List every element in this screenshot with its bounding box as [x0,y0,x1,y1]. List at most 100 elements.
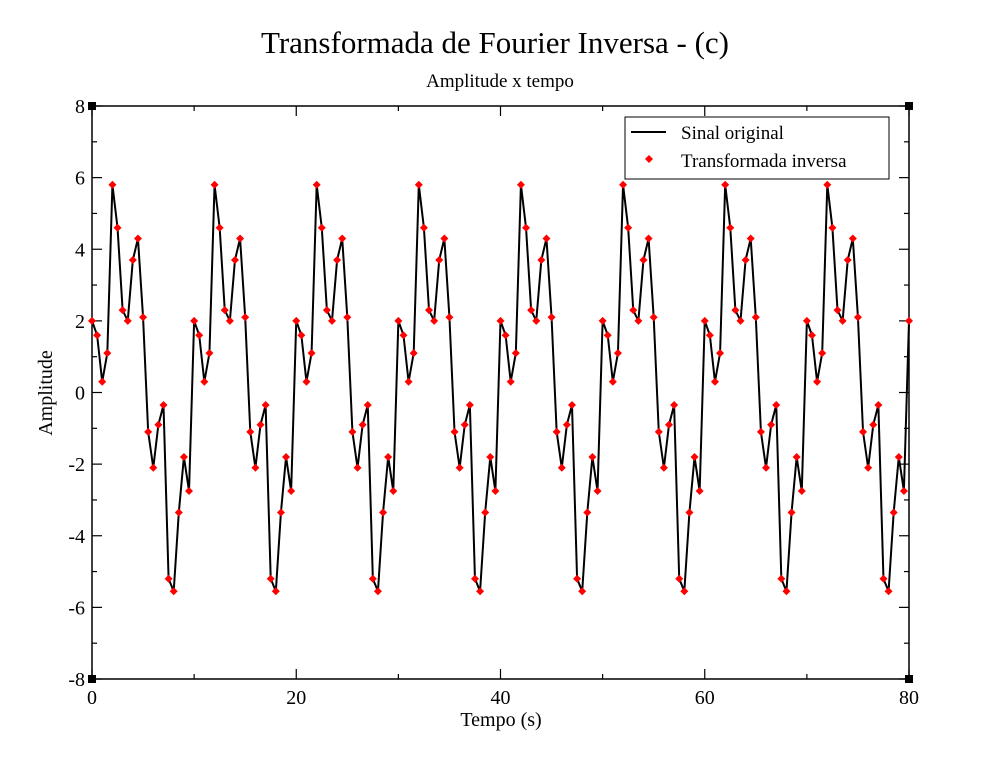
data-point-marker [185,486,194,495]
data-point-marker [690,452,699,461]
data-point-marker [782,587,791,596]
data-point-marker [567,401,576,410]
data-point-marker [777,574,786,583]
data-point-marker [516,180,525,189]
data-point-marker [297,331,306,340]
data-point-marker [317,223,326,232]
x-tick-label: 0 [87,687,97,709]
data-point-marker [889,508,898,517]
data-point-marker [619,180,628,189]
data-point-marker [705,331,714,340]
y-tick-label: 4 [75,239,85,261]
data-point-marker [746,234,755,243]
data-point-marker [338,234,347,243]
data-point-marker [394,316,403,325]
data-point-marker [333,255,342,264]
data-point-marker [833,306,842,315]
data-point-marker [685,508,694,517]
data-point-marker [358,420,367,429]
data-point-marker [241,313,250,322]
data-point-marker [179,452,188,461]
y-axis-label: Amplitude [35,350,57,436]
data-point-marker [271,587,280,596]
data-point-marker [511,349,520,358]
y-tick-label: 6 [75,168,85,190]
data-point-marker [864,463,873,472]
data-point-marker [419,223,428,232]
chart-subtitle: Amplitude x tempo [426,71,574,92]
data-point-marker [547,313,556,322]
data-point-marker [557,463,566,472]
data-point-marker [496,316,505,325]
data-point-marker [731,306,740,315]
data-point-marker [537,255,546,264]
data-point-marker [113,223,122,232]
data-point-marker [435,255,444,264]
data-point-marker [200,377,209,386]
chart-title: Transformada de Fourier Inversa - (c) [261,25,729,60]
data-point-marker [629,306,638,315]
data-point-marker [772,401,781,410]
data-point-marker [123,316,132,325]
data-point-marker [527,306,536,315]
data-point-marker [552,427,561,436]
data-point-marker [256,420,265,429]
data-point-marker [230,255,239,264]
data-point-marker [159,401,168,410]
data-point-marker [384,452,393,461]
data-point-marker [802,316,811,325]
data-point-marker [348,427,357,436]
data-point-marker [756,427,765,436]
data-point-marker [476,587,485,596]
data-point-marker [379,508,388,517]
x-tick-label: 80 [899,687,919,709]
data-point-marker [251,463,260,472]
data-point-marker [399,331,408,340]
data-point-marker [751,313,760,322]
data-point-marker [425,306,434,315]
data-point-marker [884,587,893,596]
data-point-marker [874,401,883,410]
y-tick-label: 2 [75,311,85,333]
data-point-marker [414,180,423,189]
data-point-marker [813,377,822,386]
data-point-marker [215,223,224,232]
data-point-marker [282,452,291,461]
y-tick-label: -4 [68,526,85,548]
data-point-marker [905,316,913,325]
data-point-marker [675,574,684,583]
data-point-marker [205,349,214,358]
data-point-marker [741,255,750,264]
data-point-marker [899,486,908,495]
data-point-marker [670,401,679,410]
data-point-marker [108,180,117,189]
data-point-marker [261,401,270,410]
data-point-marker [133,234,142,243]
x-axis-label: Tempo (s) [460,709,541,731]
data-point-marker [225,316,234,325]
data-point-marker [389,486,398,495]
data-point-marker [88,316,96,325]
data-point-marker [128,255,137,264]
data-point-marker [98,377,107,386]
data-point-marker [573,574,582,583]
data-point-marker [460,420,469,429]
plot-area [88,102,913,683]
data-point-marker [562,420,571,429]
data-point-marker [481,508,490,517]
data-point-marker [195,331,204,340]
legend-label-original: Sinal original [681,123,784,144]
data-point-marker [363,401,372,410]
data-point-marker [787,508,796,517]
data-point-marker [542,234,551,243]
data-point-marker [93,331,102,340]
data-point-marker [404,377,413,386]
data-point-marker [639,255,648,264]
data-point-marker [149,463,158,472]
data-point-marker [894,452,903,461]
data-point-marker [598,316,607,325]
data-point-marker [588,452,597,461]
data-point-marker [634,316,643,325]
x-tick-label: 40 [491,687,511,709]
data-point-marker [246,427,255,436]
